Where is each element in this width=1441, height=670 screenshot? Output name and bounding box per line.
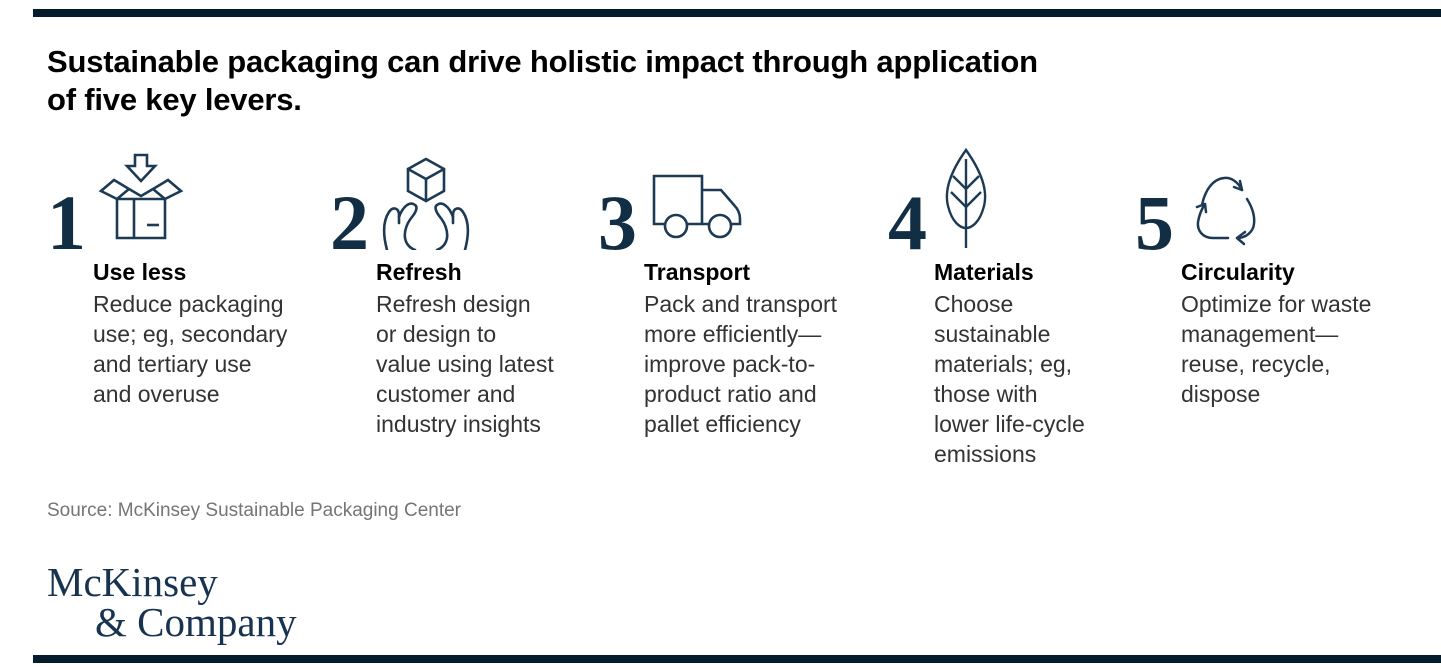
lever-body: Reduce packaging use; eg, secondary and … bbox=[93, 291, 288, 407]
mckinsey-logo: McKinsey & Company bbox=[47, 559, 297, 645]
lever-number: 2 bbox=[330, 179, 369, 266]
hands-holding-cube-icon bbox=[380, 153, 472, 250]
source-note: Source: McKinsey Sustainable Packaging C… bbox=[47, 500, 462, 521]
lever-heading: Circularity bbox=[1181, 259, 1295, 285]
lever-heading: Refresh bbox=[376, 259, 462, 285]
lever-materials: 4 Materials Choose sustainable materials… bbox=[888, 147, 1126, 469]
lever-number: 3 bbox=[598, 179, 637, 266]
lever-heading: Materials bbox=[934, 259, 1034, 285]
open-box-arrow-icon bbox=[97, 153, 185, 250]
lever-circularity: 5 Circularity Optimize for waste managem… bbox=[1135, 150, 1419, 409]
page-title: Sustainable packaging can drive holistic… bbox=[47, 43, 1038, 117]
levers-row: 1 Use less Reduce packaging use; eg, sec… bbox=[0, 147, 1441, 490]
lever-number: 1 bbox=[47, 179, 86, 266]
logo-line-2: & Company bbox=[95, 599, 297, 645]
lever-use-less: 1 Use less Reduce packaging use; eg, sec… bbox=[47, 150, 319, 409]
lever-number: 4 bbox=[888, 179, 927, 266]
lever-refresh: 2 Refresh Refresh design or design to va… bbox=[330, 150, 582, 439]
lever-heading: Transport bbox=[644, 259, 751, 285]
lever-transport: 3 Transport Pack and transport more effi… bbox=[598, 150, 872, 439]
lever-body: Optimize for waste management— reuse, re… bbox=[1181, 291, 1372, 407]
top-rule bbox=[33, 9, 1441, 17]
lever-body: Refresh design or design to value using … bbox=[376, 291, 554, 437]
lever-heading: Use less bbox=[93, 259, 187, 285]
recycle-arrows-icon bbox=[1185, 170, 1267, 250]
lever-number: 5 bbox=[1135, 179, 1174, 266]
truck-icon bbox=[648, 162, 754, 250]
lever-body: Choose sustainable materials; eg, those … bbox=[934, 291, 1085, 467]
leaf-icon bbox=[938, 147, 994, 250]
logo-line-1: McKinsey bbox=[47, 559, 218, 605]
lever-body: Pack and transport more efficiently— imp… bbox=[644, 291, 838, 437]
bottom-rule bbox=[33, 655, 1441, 663]
